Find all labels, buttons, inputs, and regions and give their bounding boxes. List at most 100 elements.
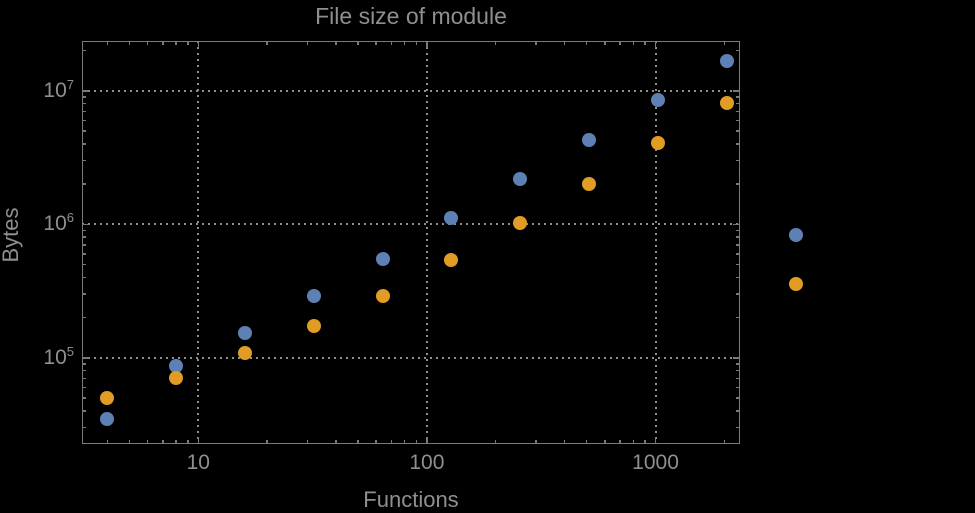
y-tick — [82, 377, 86, 380]
gridline-vertical — [654, 41, 657, 444]
y-tick — [82, 293, 86, 295]
y-tick — [735, 316, 740, 319]
y-tick — [82, 363, 86, 365]
data-point-orange — [650, 136, 665, 151]
gridline-horizontal — [82, 89, 740, 92]
x-tick — [375, 41, 377, 45]
x-tick — [266, 440, 268, 444]
y-tick — [735, 159, 740, 162]
data-point-blue — [444, 211, 459, 226]
data-point-blue — [100, 412, 115, 427]
x-tick — [403, 41, 406, 45]
y-tick — [735, 377, 740, 380]
y-tick — [82, 369, 86, 372]
x-tick — [723, 41, 726, 45]
data-point-orange — [169, 370, 184, 385]
y-tick — [735, 102, 740, 105]
gridline-vertical — [425, 41, 428, 444]
y-tick — [735, 143, 740, 145]
x-tick — [585, 440, 588, 444]
y-tick — [82, 253, 86, 255]
x-tick — [162, 440, 164, 444]
data-point-blue — [169, 358, 184, 373]
plot-frame — [82, 41, 740, 444]
y-tick — [735, 110, 740, 113]
y-tick-label: 106 — [43, 210, 74, 236]
y-tick — [732, 357, 740, 359]
x-tick — [162, 41, 164, 45]
x-tick — [415, 41, 418, 45]
y-tick — [82, 229, 86, 232]
x-tick — [535, 440, 537, 444]
y-tick — [735, 119, 740, 122]
x-tick — [494, 41, 497, 45]
x-tick — [306, 41, 309, 45]
y-tick — [82, 96, 86, 98]
data-point-orange — [100, 390, 115, 405]
x-tick — [175, 41, 177, 45]
x-tick — [197, 41, 200, 48]
x-tick — [415, 440, 418, 444]
y-tick — [735, 253, 740, 255]
data-point-orange — [582, 177, 597, 192]
data-point-orange — [306, 319, 321, 334]
x-tick — [187, 41, 189, 45]
y-tick — [82, 130, 86, 132]
x-tick — [106, 440, 109, 444]
x-tick — [654, 41, 657, 48]
x-tick — [266, 41, 268, 45]
data-point-orange — [237, 346, 252, 361]
x-tick — [403, 440, 406, 444]
x-tick — [306, 440, 309, 444]
data-point-orange — [719, 95, 734, 110]
x-tick — [654, 437, 657, 444]
x-tick — [357, 41, 359, 45]
x-axis-label: Functions — [363, 487, 459, 512]
x-tick — [335, 41, 337, 45]
x-tick — [197, 437, 200, 444]
x-tick — [604, 440, 606, 444]
y-tick — [82, 49, 86, 52]
y-tick-label: 105 — [43, 343, 74, 369]
y-tick — [82, 386, 86, 389]
x-tick — [128, 41, 131, 45]
data-point-blue — [650, 93, 665, 108]
y-tick — [82, 236, 86, 238]
data-point-blue — [788, 228, 803, 243]
y-tick — [735, 426, 740, 429]
y-tick — [735, 183, 740, 185]
x-tick — [187, 440, 189, 444]
x-tick — [632, 440, 635, 444]
y-tick — [735, 49, 740, 52]
x-tick — [723, 440, 726, 444]
y-tick — [82, 119, 86, 122]
y-tick — [735, 276, 740, 279]
y-tick — [732, 90, 740, 92]
y-tick — [82, 426, 86, 429]
x-tick — [375, 440, 377, 444]
y-tick — [735, 244, 740, 246]
x-tick — [644, 41, 646, 45]
x-tick — [146, 440, 149, 444]
gridline-horizontal — [82, 223, 740, 226]
y-tick — [735, 293, 740, 295]
y-tick — [82, 316, 86, 319]
plot-title: File size of module — [315, 3, 507, 29]
x-tick-label: 10 — [186, 451, 210, 474]
x-tick — [585, 41, 588, 45]
data-point-orange — [375, 289, 390, 304]
x-tick — [535, 41, 537, 45]
y-tick — [82, 357, 89, 359]
x-tick — [644, 440, 646, 444]
data-point-blue — [375, 251, 390, 266]
gridline-horizontal — [82, 356, 740, 359]
x-tick — [175, 440, 177, 444]
y-tick — [735, 236, 740, 238]
y-tick — [82, 143, 86, 145]
data-point-blue — [306, 289, 321, 304]
x-tick — [604, 41, 606, 45]
y-tick — [735, 263, 740, 266]
y-tick — [82, 410, 86, 412]
y-tick — [735, 229, 740, 232]
